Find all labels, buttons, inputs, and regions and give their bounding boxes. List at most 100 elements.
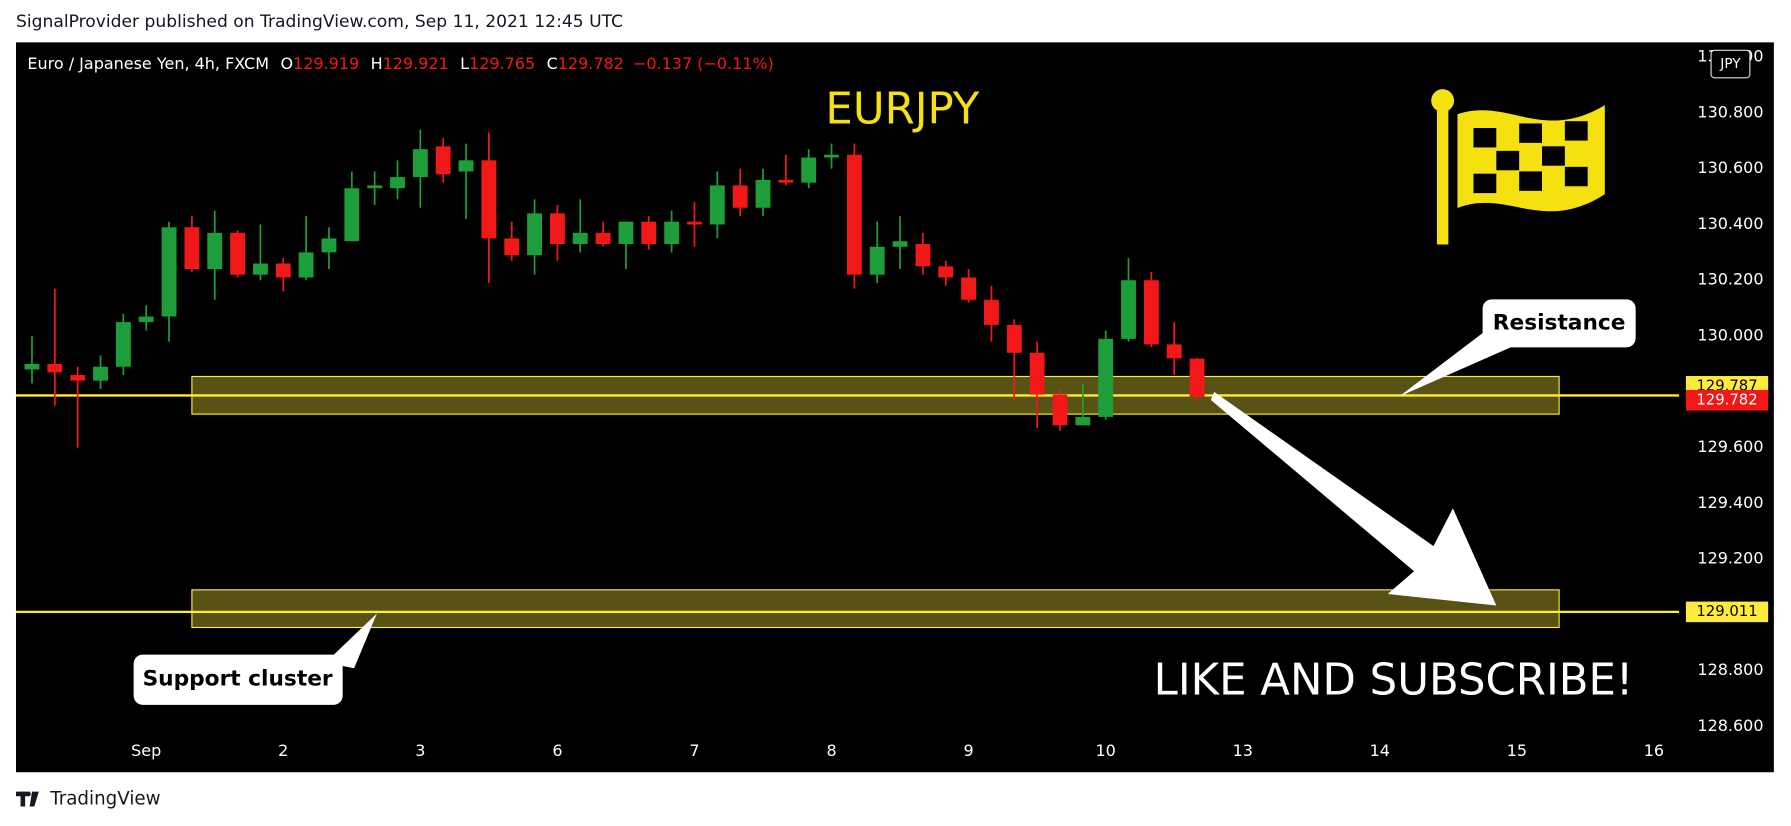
price-label: 129.782 bbox=[1696, 391, 1757, 408]
candle-body bbox=[846, 154, 862, 275]
candle-body bbox=[253, 263, 268, 275]
x-tick-label: 16 bbox=[1644, 741, 1664, 760]
candle-body bbox=[481, 160, 497, 239]
candle-body bbox=[709, 185, 725, 225]
y-tick-label: 130.400 bbox=[1697, 214, 1763, 233]
candle-body bbox=[549, 213, 565, 244]
y-tick-label: 130.800 bbox=[1697, 102, 1763, 121]
x-tick-label: 3 bbox=[415, 741, 425, 760]
candle-body bbox=[504, 238, 520, 256]
flag-check bbox=[1473, 128, 1497, 148]
candle-body bbox=[344, 188, 360, 242]
flag-check bbox=[1541, 146, 1565, 166]
flag-ball bbox=[1431, 89, 1455, 113]
candle-body bbox=[47, 363, 63, 373]
candle-body bbox=[390, 177, 405, 189]
price-zone bbox=[191, 589, 1560, 629]
y-tick-label: 129.600 bbox=[1697, 437, 1763, 456]
x-tick-label: 7 bbox=[689, 741, 699, 760]
callout-pointer bbox=[1399, 331, 1514, 397]
x-tick-label: 8 bbox=[826, 741, 836, 760]
symbol: Euro / Japanese Yen, 4h, FXCM bbox=[27, 54, 269, 73]
candle-body bbox=[732, 185, 748, 208]
callout-text: Support cluster bbox=[143, 667, 333, 692]
ohlc-value: 129.782 bbox=[558, 54, 624, 73]
flag-check bbox=[1519, 171, 1542, 191]
x-tick-label: 6 bbox=[552, 741, 562, 760]
candle-body bbox=[184, 227, 200, 270]
candle-body bbox=[664, 221, 680, 244]
callout-box bbox=[1482, 299, 1636, 348]
candle-body bbox=[961, 277, 977, 300]
currency: JPY bbox=[1719, 56, 1741, 72]
flag-check bbox=[1564, 121, 1588, 141]
candle-body bbox=[161, 227, 177, 317]
candle-body bbox=[435, 146, 451, 175]
callout-pointer bbox=[325, 613, 377, 669]
candle-body bbox=[755, 179, 771, 208]
flag-check bbox=[1564, 166, 1588, 187]
candle-body bbox=[458, 160, 474, 172]
candle-body bbox=[915, 243, 931, 267]
arrow bbox=[1210, 391, 1497, 606]
candle-body bbox=[1052, 394, 1068, 426]
candle-body bbox=[869, 246, 885, 275]
flag-check bbox=[1473, 173, 1497, 194]
candle-body bbox=[1166, 344, 1182, 359]
candle-body bbox=[1075, 416, 1091, 426]
candle-body bbox=[275, 263, 291, 278]
y-tick-label: 129.400 bbox=[1697, 493, 1763, 512]
ohlc-value: 129.765 bbox=[469, 54, 535, 73]
flag bbox=[1457, 105, 1605, 212]
change: −0.137 (−0.11%) bbox=[633, 54, 774, 73]
symbol-legend: Euro / Japanese Yen, 4h, FXCM O129.919 H12… bbox=[27, 54, 773, 73]
candle-body bbox=[230, 232, 246, 275]
flag-check bbox=[1519, 123, 1542, 143]
candle-body bbox=[1189, 358, 1205, 397]
candle-body bbox=[1098, 338, 1114, 417]
currency-box bbox=[1710, 49, 1751, 79]
price-label-box bbox=[1685, 389, 1769, 411]
chart-title: EURJPY bbox=[825, 85, 979, 135]
y-tick-label: 130.000 bbox=[1697, 326, 1763, 345]
price-label-box bbox=[1685, 601, 1769, 623]
ohlc-value: 129.919 bbox=[293, 54, 359, 73]
candle-body bbox=[70, 375, 86, 381]
candle-body bbox=[1006, 324, 1022, 353]
candle-body bbox=[1121, 280, 1136, 339]
candle-body bbox=[595, 232, 611, 244]
candle-body bbox=[527, 213, 542, 256]
logo bbox=[15, 791, 39, 807]
candle-body bbox=[24, 363, 40, 370]
call-to-action: LIKE AND SUBSCRIBE! bbox=[1154, 656, 1634, 706]
x-tick-label: Sep bbox=[131, 741, 161, 760]
publish-header: SignalProvider published on TradingView.… bbox=[16, 12, 623, 32]
x-tick-label: 10 bbox=[1095, 741, 1115, 760]
x-tick-label: 15 bbox=[1507, 741, 1527, 760]
candle-body bbox=[367, 185, 383, 189]
ohlc-key: H bbox=[371, 54, 383, 73]
ohlc-key: L bbox=[460, 54, 469, 73]
candle-body bbox=[801, 157, 817, 183]
candle-body bbox=[778, 179, 794, 183]
candle-body bbox=[892, 241, 908, 247]
ohlc-value: 129.921 bbox=[383, 54, 449, 73]
candle-body bbox=[938, 266, 954, 278]
callout-box bbox=[133, 654, 343, 705]
candle-body bbox=[115, 322, 131, 367]
callout-text: Resistance bbox=[1493, 310, 1626, 335]
candle-body bbox=[138, 316, 154, 323]
candle-body bbox=[572, 232, 588, 244]
flag-check bbox=[1496, 150, 1520, 171]
candle-body bbox=[984, 299, 999, 325]
footer-brand: TradingView bbox=[49, 789, 160, 810]
y-tick-label: 130.200 bbox=[1697, 270, 1763, 289]
y-tick-label: 130.600 bbox=[1697, 158, 1763, 177]
candle-body bbox=[824, 154, 839, 158]
x-tick-label: 2 bbox=[278, 741, 288, 760]
candle-body bbox=[687, 221, 702, 225]
x-tick-label: 13 bbox=[1233, 741, 1253, 760]
candle-body bbox=[641, 221, 657, 244]
